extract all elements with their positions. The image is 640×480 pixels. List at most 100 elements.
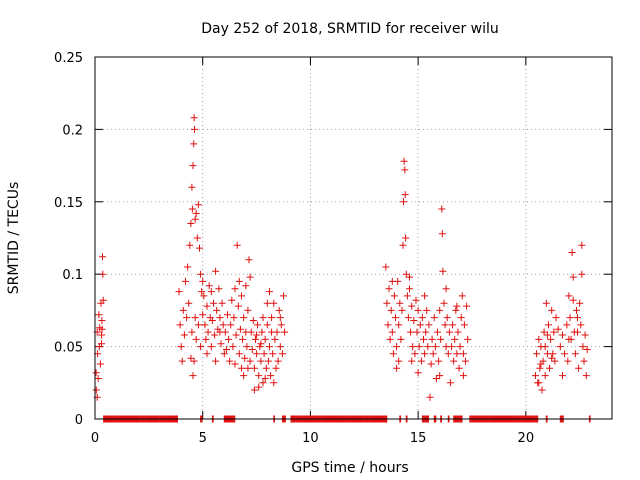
data-point — [92, 369, 100, 377]
x-tick-label: 15 — [410, 431, 427, 446]
data-point — [455, 364, 463, 372]
data-point — [398, 306, 406, 314]
data-point — [212, 357, 220, 365]
data-point — [175, 288, 183, 296]
data-point — [582, 372, 590, 380]
data-point — [272, 364, 280, 372]
data-point — [249, 317, 257, 324]
data-point — [238, 364, 245, 372]
y-tick-label: 0.2 — [62, 123, 83, 138]
data-point — [440, 299, 448, 307]
data-point — [574, 328, 581, 336]
data-point — [182, 277, 189, 285]
data-point — [240, 314, 248, 322]
data-point — [96, 360, 104, 368]
data-point — [390, 292, 398, 300]
y-tick-label: 0 — [75, 413, 83, 428]
data-point — [252, 335, 259, 343]
data-point — [205, 282, 213, 290]
data-point — [202, 335, 210, 343]
data-point — [401, 191, 409, 199]
data-point — [211, 331, 219, 339]
data-point — [413, 328, 421, 336]
data-point — [414, 306, 422, 314]
data-point — [244, 306, 252, 314]
data-point — [393, 364, 401, 372]
grid-layer — [95, 57, 612, 419]
data-point — [457, 314, 465, 322]
data-point — [188, 183, 196, 191]
data-point — [415, 343, 423, 351]
data-point — [408, 302, 416, 310]
data-point — [438, 230, 446, 238]
data-point — [412, 296, 420, 304]
data-point — [383, 299, 391, 307]
data-point — [250, 364, 258, 372]
data-point — [453, 350, 461, 358]
data-point — [575, 364, 583, 372]
data-point — [189, 372, 197, 380]
data-point — [426, 393, 434, 401]
data-point — [547, 335, 555, 343]
data-point — [392, 314, 399, 322]
data-point — [246, 357, 254, 365]
data-point — [92, 386, 100, 394]
x-tick-label: 0 — [91, 431, 99, 446]
data-point — [268, 328, 276, 336]
data-point — [452, 306, 460, 314]
data-point — [541, 372, 549, 380]
data-point — [439, 267, 447, 275]
points-layer — [92, 114, 594, 423]
data-point — [231, 360, 239, 368]
plot-frame — [94, 56, 613, 420]
data-point — [463, 302, 471, 310]
data-point — [225, 335, 233, 343]
data-point — [410, 317, 418, 324]
data-point — [535, 379, 543, 387]
data-point — [259, 379, 267, 387]
data-point — [559, 331, 566, 339]
data-point — [219, 321, 227, 329]
data-point — [460, 321, 468, 329]
data-point — [94, 375, 102, 382]
data-point — [271, 335, 279, 343]
data-point — [569, 273, 577, 281]
data-point — [382, 263, 390, 271]
data-point — [218, 299, 226, 307]
data-point — [261, 335, 269, 343]
data-point — [384, 321, 392, 329]
data-point — [243, 343, 251, 351]
data-point — [537, 360, 545, 368]
data-point — [194, 321, 202, 329]
data-point — [542, 299, 550, 307]
data-point — [239, 335, 247, 343]
data-point — [270, 379, 278, 387]
data-point — [266, 288, 273, 296]
data-point — [436, 372, 444, 380]
data-point — [201, 321, 209, 329]
data-point — [178, 357, 186, 365]
data-point — [191, 314, 199, 322]
data-point — [261, 375, 269, 382]
data-point — [275, 306, 283, 314]
data-point — [180, 331, 188, 339]
data-point — [226, 357, 234, 365]
data-point — [396, 299, 404, 307]
data-point — [459, 350, 467, 358]
data-point — [578, 241, 586, 249]
data-point — [196, 244, 203, 252]
data-point — [200, 292, 208, 300]
data-point — [446, 379, 454, 387]
data-point — [184, 263, 192, 271]
data-point — [459, 372, 467, 380]
data-point — [217, 340, 225, 348]
data-point — [389, 350, 397, 358]
data-point — [192, 209, 200, 217]
data-point — [559, 372, 566, 380]
data-point — [276, 314, 284, 322]
data-point — [263, 321, 271, 329]
data-point — [216, 314, 224, 322]
data-point — [229, 343, 237, 351]
data-point — [554, 325, 562, 333]
